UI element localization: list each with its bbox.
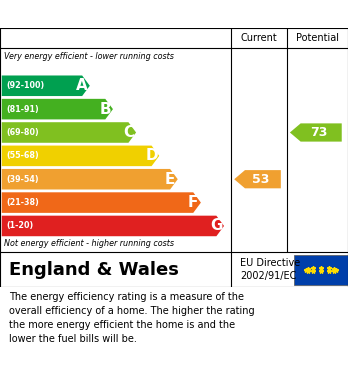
Polygon shape xyxy=(290,124,342,142)
Text: B: B xyxy=(100,102,111,117)
Text: (1-20): (1-20) xyxy=(6,221,33,230)
Text: (55-68): (55-68) xyxy=(6,151,39,160)
Text: Potential: Potential xyxy=(296,33,339,43)
Text: E: E xyxy=(165,172,175,187)
Bar xyxy=(294,255,348,285)
Text: (81-91): (81-91) xyxy=(6,105,39,114)
Polygon shape xyxy=(2,75,90,96)
Polygon shape xyxy=(2,145,159,166)
Text: 53: 53 xyxy=(252,173,270,186)
Text: 73: 73 xyxy=(311,126,328,139)
Text: Current: Current xyxy=(241,33,278,43)
Polygon shape xyxy=(234,170,281,188)
Text: Energy Efficiency Rating: Energy Efficiency Rating xyxy=(9,7,219,22)
Text: F: F xyxy=(188,195,198,210)
Text: EU Directive
2002/91/EC: EU Directive 2002/91/EC xyxy=(240,258,300,282)
Text: C: C xyxy=(123,125,134,140)
Text: G: G xyxy=(210,219,223,233)
Polygon shape xyxy=(2,169,178,190)
Text: (69-80): (69-80) xyxy=(6,128,39,137)
Text: Not energy efficient - higher running costs: Not energy efficient - higher running co… xyxy=(4,239,174,248)
Text: (92-100): (92-100) xyxy=(6,81,45,90)
Text: D: D xyxy=(145,148,158,163)
Polygon shape xyxy=(2,216,224,236)
Text: (21-38): (21-38) xyxy=(6,198,39,207)
Text: The energy efficiency rating is a measure of the
overall efficiency of a home. T: The energy efficiency rating is a measur… xyxy=(9,292,254,344)
Text: Very energy efficient - lower running costs: Very energy efficient - lower running co… xyxy=(4,52,174,61)
Text: (39-54): (39-54) xyxy=(6,175,39,184)
Text: England & Wales: England & Wales xyxy=(9,261,179,279)
Text: A: A xyxy=(76,78,88,93)
Polygon shape xyxy=(2,192,201,213)
Polygon shape xyxy=(2,122,136,143)
Polygon shape xyxy=(2,99,113,119)
